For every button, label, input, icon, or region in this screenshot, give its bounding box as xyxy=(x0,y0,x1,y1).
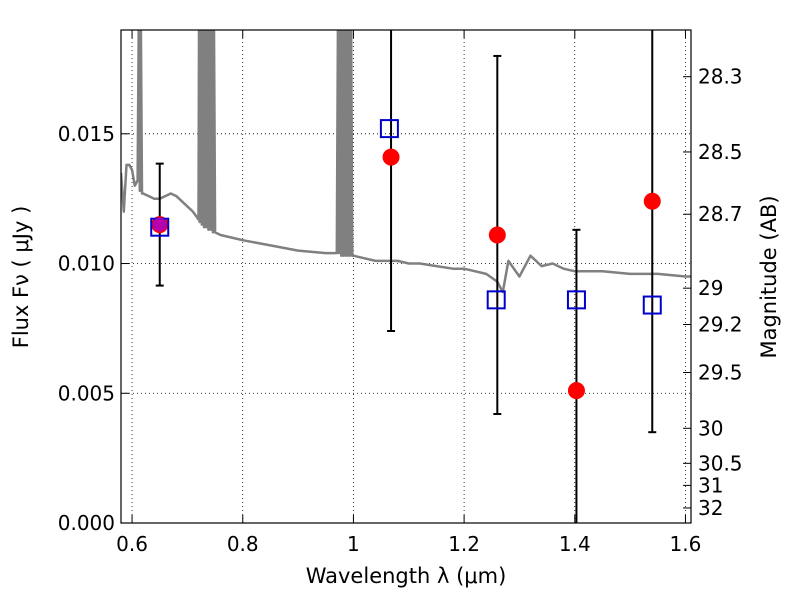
right-tick-label: 28.5 xyxy=(698,140,743,164)
x-tick-label: 1.4 xyxy=(559,532,591,556)
axis-ticks: 0.6 0.8 1 1.2 1.4 1.6 0.000 0.005 0.010 0.015 28.3… xyxy=(58,30,743,556)
model-flux-square xyxy=(566,290,586,310)
y-tick-label: 0.015 xyxy=(58,122,115,146)
y-axis-label-left: Flux Fν ( μJy ) xyxy=(9,206,33,349)
x-tick-label: 1 xyxy=(347,532,360,556)
x-axis-label: Wavelength λ (μm) xyxy=(306,564,507,588)
model-flux-square xyxy=(486,290,506,310)
observed-flux-point xyxy=(643,192,661,210)
y-tick-label: 0.000 xyxy=(58,511,115,535)
plot-frame xyxy=(120,29,692,524)
y-axis-label-right: Magnitude (AB) xyxy=(757,195,781,358)
model-flux-square xyxy=(642,295,662,315)
right-tick-label: 29 xyxy=(698,276,723,300)
right-tick-label: 29.2 xyxy=(698,313,743,337)
right-tick-label: 28.7 xyxy=(698,202,743,226)
right-tick-label: 32 xyxy=(698,496,723,520)
x-tick-label: 0.6 xyxy=(116,532,148,556)
observed-flux-point xyxy=(488,226,506,244)
right-tick-label: 30 xyxy=(698,416,723,440)
model-flux-square xyxy=(379,119,399,139)
x-tick-label: 0.8 xyxy=(227,532,259,556)
overlap-point xyxy=(152,217,167,232)
x-tick-label: 1.2 xyxy=(448,532,480,556)
right-tick-label: 29.5 xyxy=(698,361,743,385)
right-tick-label: 31 xyxy=(698,473,723,497)
observed-flux-point xyxy=(567,382,585,400)
right-tick-label: 28.3 xyxy=(698,65,743,89)
right-tick-label: 30.5 xyxy=(698,451,743,475)
y-tick-label: 0.010 xyxy=(58,252,115,276)
plot-area xyxy=(121,30,691,523)
x-tick-label: 1.6 xyxy=(670,532,702,556)
observed-flux-point xyxy=(382,148,400,166)
y-tick-label: 0.005 xyxy=(58,381,115,405)
